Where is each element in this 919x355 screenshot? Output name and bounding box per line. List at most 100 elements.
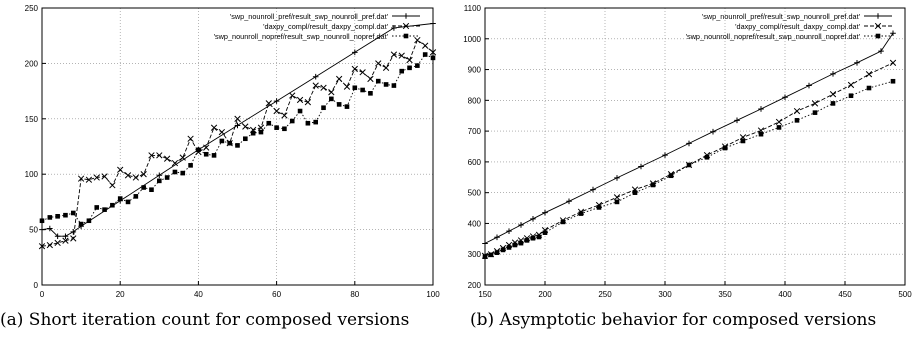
series-line-2 (484, 62, 894, 257)
series-2-point (289, 92, 296, 99)
series-2-point (93, 174, 100, 181)
series-3-point (336, 102, 342, 107)
series-3-point (596, 205, 602, 210)
series-3-point (391, 83, 397, 88)
series-3-point (329, 96, 334, 102)
series-1-point (734, 117, 740, 124)
series-3-point (164, 175, 170, 180)
legend-marker-2 (874, 22, 882, 30)
series-3-point (524, 238, 530, 243)
series-3-point (149, 187, 154, 193)
y-tick-label: 100 (25, 170, 39, 179)
series-2-point (775, 118, 783, 126)
series-2-point (793, 107, 801, 115)
series-1-point (482, 240, 488, 247)
series-3-point (415, 63, 420, 68)
series-2-point (187, 135, 194, 142)
series-3-point (188, 163, 193, 168)
series-2-point (124, 172, 132, 179)
series-1-point (530, 216, 536, 222)
series-3-point (848, 93, 854, 99)
series-3-point (560, 219, 566, 225)
series-2-point (367, 75, 374, 83)
x-tick-label: 450 (838, 290, 852, 299)
series-3-point (344, 104, 350, 109)
plot-frame (41, 7, 434, 286)
series-3-point (494, 250, 500, 255)
series-1-point (156, 172, 163, 179)
legend-marker-2 (402, 22, 410, 30)
series-3-point (243, 136, 248, 142)
series-2-point (140, 171, 147, 178)
x-tick-label: 200 (538, 290, 552, 299)
series-1-point (312, 73, 319, 80)
series-line-1 (484, 32, 894, 244)
series-1-point (614, 175, 620, 181)
series-3-point (518, 240, 524, 246)
series-3-point (141, 185, 146, 190)
series-2-point (312, 82, 319, 89)
chart-b-asymptotic: 150 200 250 300 350 400 450 5002003004005006007… (463, 4, 912, 299)
series-2-point (281, 112, 288, 119)
y-tick-label: 200 (25, 59, 39, 68)
series-3-point (758, 131, 764, 137)
series-1-point (542, 209, 548, 216)
series-3-point (102, 207, 107, 212)
legend-marker-3 (403, 33, 409, 39)
series-3-point (722, 145, 728, 151)
series-2-point (865, 71, 873, 78)
series-2-point (46, 241, 53, 249)
series-2-point (829, 91, 837, 98)
caption-a: (a) Short iteration count for composed v… (0, 310, 410, 330)
series-2-point (351, 65, 358, 73)
legend-marker-1 (875, 13, 881, 19)
series-3-point (500, 247, 506, 253)
x-tick-label: 300 (658, 290, 672, 299)
series-3-point (360, 87, 365, 93)
series-1-point (566, 198, 572, 205)
series-2-point (414, 36, 421, 44)
series-2-point (101, 173, 108, 180)
series-1-point (830, 71, 836, 77)
legend-label-1: 'swp_nounroll_pref/result_swp_nounroll_p… (702, 12, 861, 21)
series-3-point (78, 221, 84, 227)
series-2-point (847, 81, 855, 89)
series-1-point (638, 163, 644, 170)
x-tick-label: 60 (272, 290, 281, 299)
series-3-point (289, 118, 295, 124)
series-1-point (758, 106, 764, 112)
series-2-point (422, 42, 429, 49)
series-2-point (171, 159, 179, 167)
y-tick-label: 800 (468, 96, 482, 105)
plot-frame (484, 7, 906, 286)
series-1-point (506, 228, 512, 234)
series-2-point (117, 166, 124, 173)
series-2-point (179, 154, 186, 161)
series-line-1 (41, 23, 434, 237)
series-2-point (54, 239, 61, 247)
series-2-point (163, 155, 171, 162)
legend-label-3: 'swp_nounroll_nopref/result_swp_nounroll… (214, 32, 389, 41)
y-tick-label: 1000 (463, 35, 481, 44)
series-1-point (590, 186, 596, 193)
series-2-point (320, 84, 327, 91)
series-2-point (328, 89, 335, 96)
series-2-point (203, 144, 210, 151)
series-3-point (321, 105, 326, 111)
y-tick-label: 50 (29, 226, 38, 235)
series-3-point (668, 173, 674, 179)
charts-area: 0 20 40 60 80 100050100150200250'swp_nounroll… (25, 4, 913, 299)
series-3-point (266, 120, 272, 126)
series-2-point (375, 60, 382, 67)
legend-label-3: 'swp_nounroll_nopref/result_swp_nounroll… (686, 32, 861, 41)
series-3-point (812, 110, 818, 115)
y-tick-label: 400 (468, 219, 482, 228)
series-3-point (274, 125, 279, 130)
series-1-point (494, 234, 500, 241)
series-3-point (866, 85, 872, 91)
series-3-point (352, 85, 358, 91)
y-tick-label: 300 (468, 250, 482, 259)
series-3-point (740, 138, 746, 144)
series-2-point (210, 124, 218, 131)
series-3-point (235, 143, 240, 148)
